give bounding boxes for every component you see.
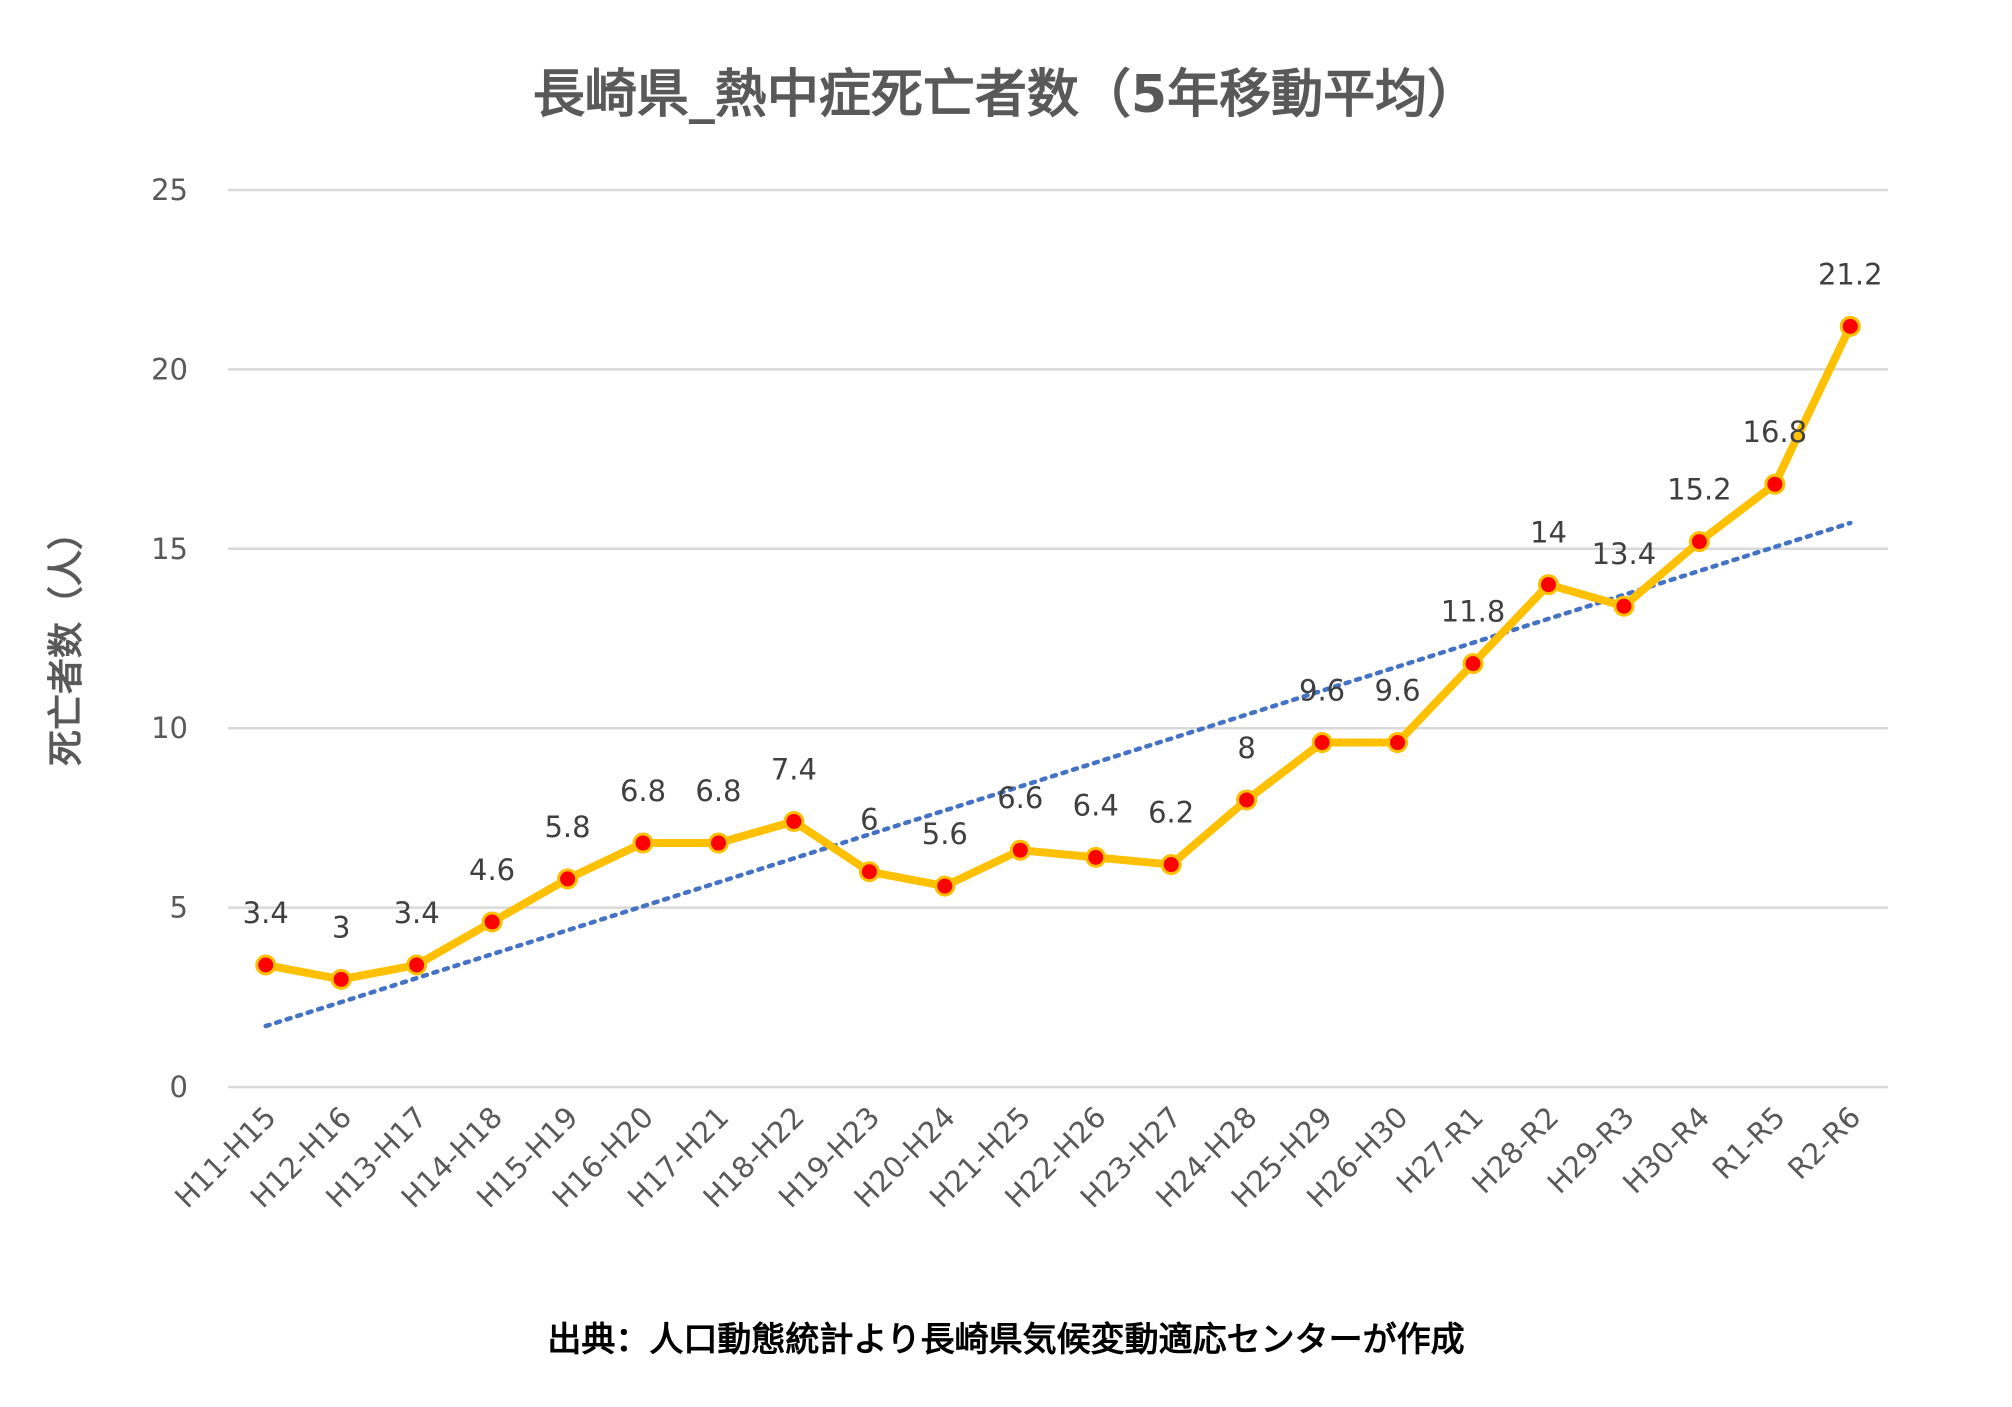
data-label: 6.8 [695, 774, 741, 808]
data-label: 21.2 [1818, 257, 1883, 291]
data-point [1537, 574, 1559, 596]
y-tick-label: 15 [151, 532, 188, 566]
data-label: 16.8 [1743, 415, 1808, 449]
y-tick-label: 25 [151, 173, 188, 207]
series-line [264, 324, 1854, 984]
y-tick-label: 0 [170, 1070, 188, 1104]
data-label: 3.4 [243, 896, 289, 930]
data-label: 8 [1237, 731, 1255, 765]
data-label: 11.8 [1441, 595, 1506, 629]
data-point [707, 832, 729, 854]
source-note: 出典：人口動態統計より長崎県気候変動適応センターが作成 [547, 1320, 1465, 1360]
data-label: 6 [860, 803, 878, 837]
data-point [858, 861, 880, 883]
data-point [330, 968, 352, 990]
data-label: 6.4 [1073, 788, 1119, 822]
data-point [1311, 732, 1333, 754]
data-point [1462, 653, 1484, 675]
data-point [783, 810, 805, 832]
data-label: 3 [332, 910, 350, 944]
data-label: 7.4 [771, 752, 817, 786]
data-label: 13.4 [1592, 537, 1657, 571]
data-point [1387, 732, 1409, 754]
data-point [632, 832, 654, 854]
y-tick-label: 20 [151, 352, 188, 386]
data-label: 6.8 [620, 774, 666, 808]
data-label: 6.2 [1148, 796, 1194, 830]
data-label: 4.6 [469, 853, 515, 887]
data-point [934, 875, 956, 897]
data-label: 9.6 [1299, 674, 1345, 708]
data-point [1613, 595, 1635, 617]
data-label: 6.6 [997, 781, 1043, 815]
data-point [1764, 473, 1786, 495]
data-point [1839, 315, 1861, 337]
y-tick-label: 10 [151, 711, 188, 745]
data-label: 5.6 [922, 817, 968, 851]
data-point [406, 954, 428, 976]
data-label: 3.4 [394, 896, 440, 930]
data-label: 14 [1530, 516, 1567, 550]
data-point [255, 954, 277, 976]
data-point [1688, 531, 1710, 553]
data-point [1160, 854, 1182, 876]
x-tick-label: R1-R5 [1706, 1100, 1792, 1186]
data-point [481, 911, 503, 933]
data-label: 5.8 [544, 810, 590, 844]
data-point [1236, 789, 1258, 811]
data-label: 9.6 [1374, 674, 1420, 708]
data-point [1009, 839, 1031, 861]
data-point [1085, 846, 1107, 868]
x-tick-label: R2-R6 [1781, 1100, 1867, 1186]
data-label: 15.2 [1667, 473, 1732, 507]
chart-title: 長崎県_熱中症死亡者数（5年移動平均） [532, 65, 1480, 125]
data-point [557, 868, 579, 890]
trendline [263, 520, 1853, 1029]
y-axis-label: 死亡者数（人） [46, 514, 87, 766]
y-tick-label: 5 [170, 891, 188, 925]
